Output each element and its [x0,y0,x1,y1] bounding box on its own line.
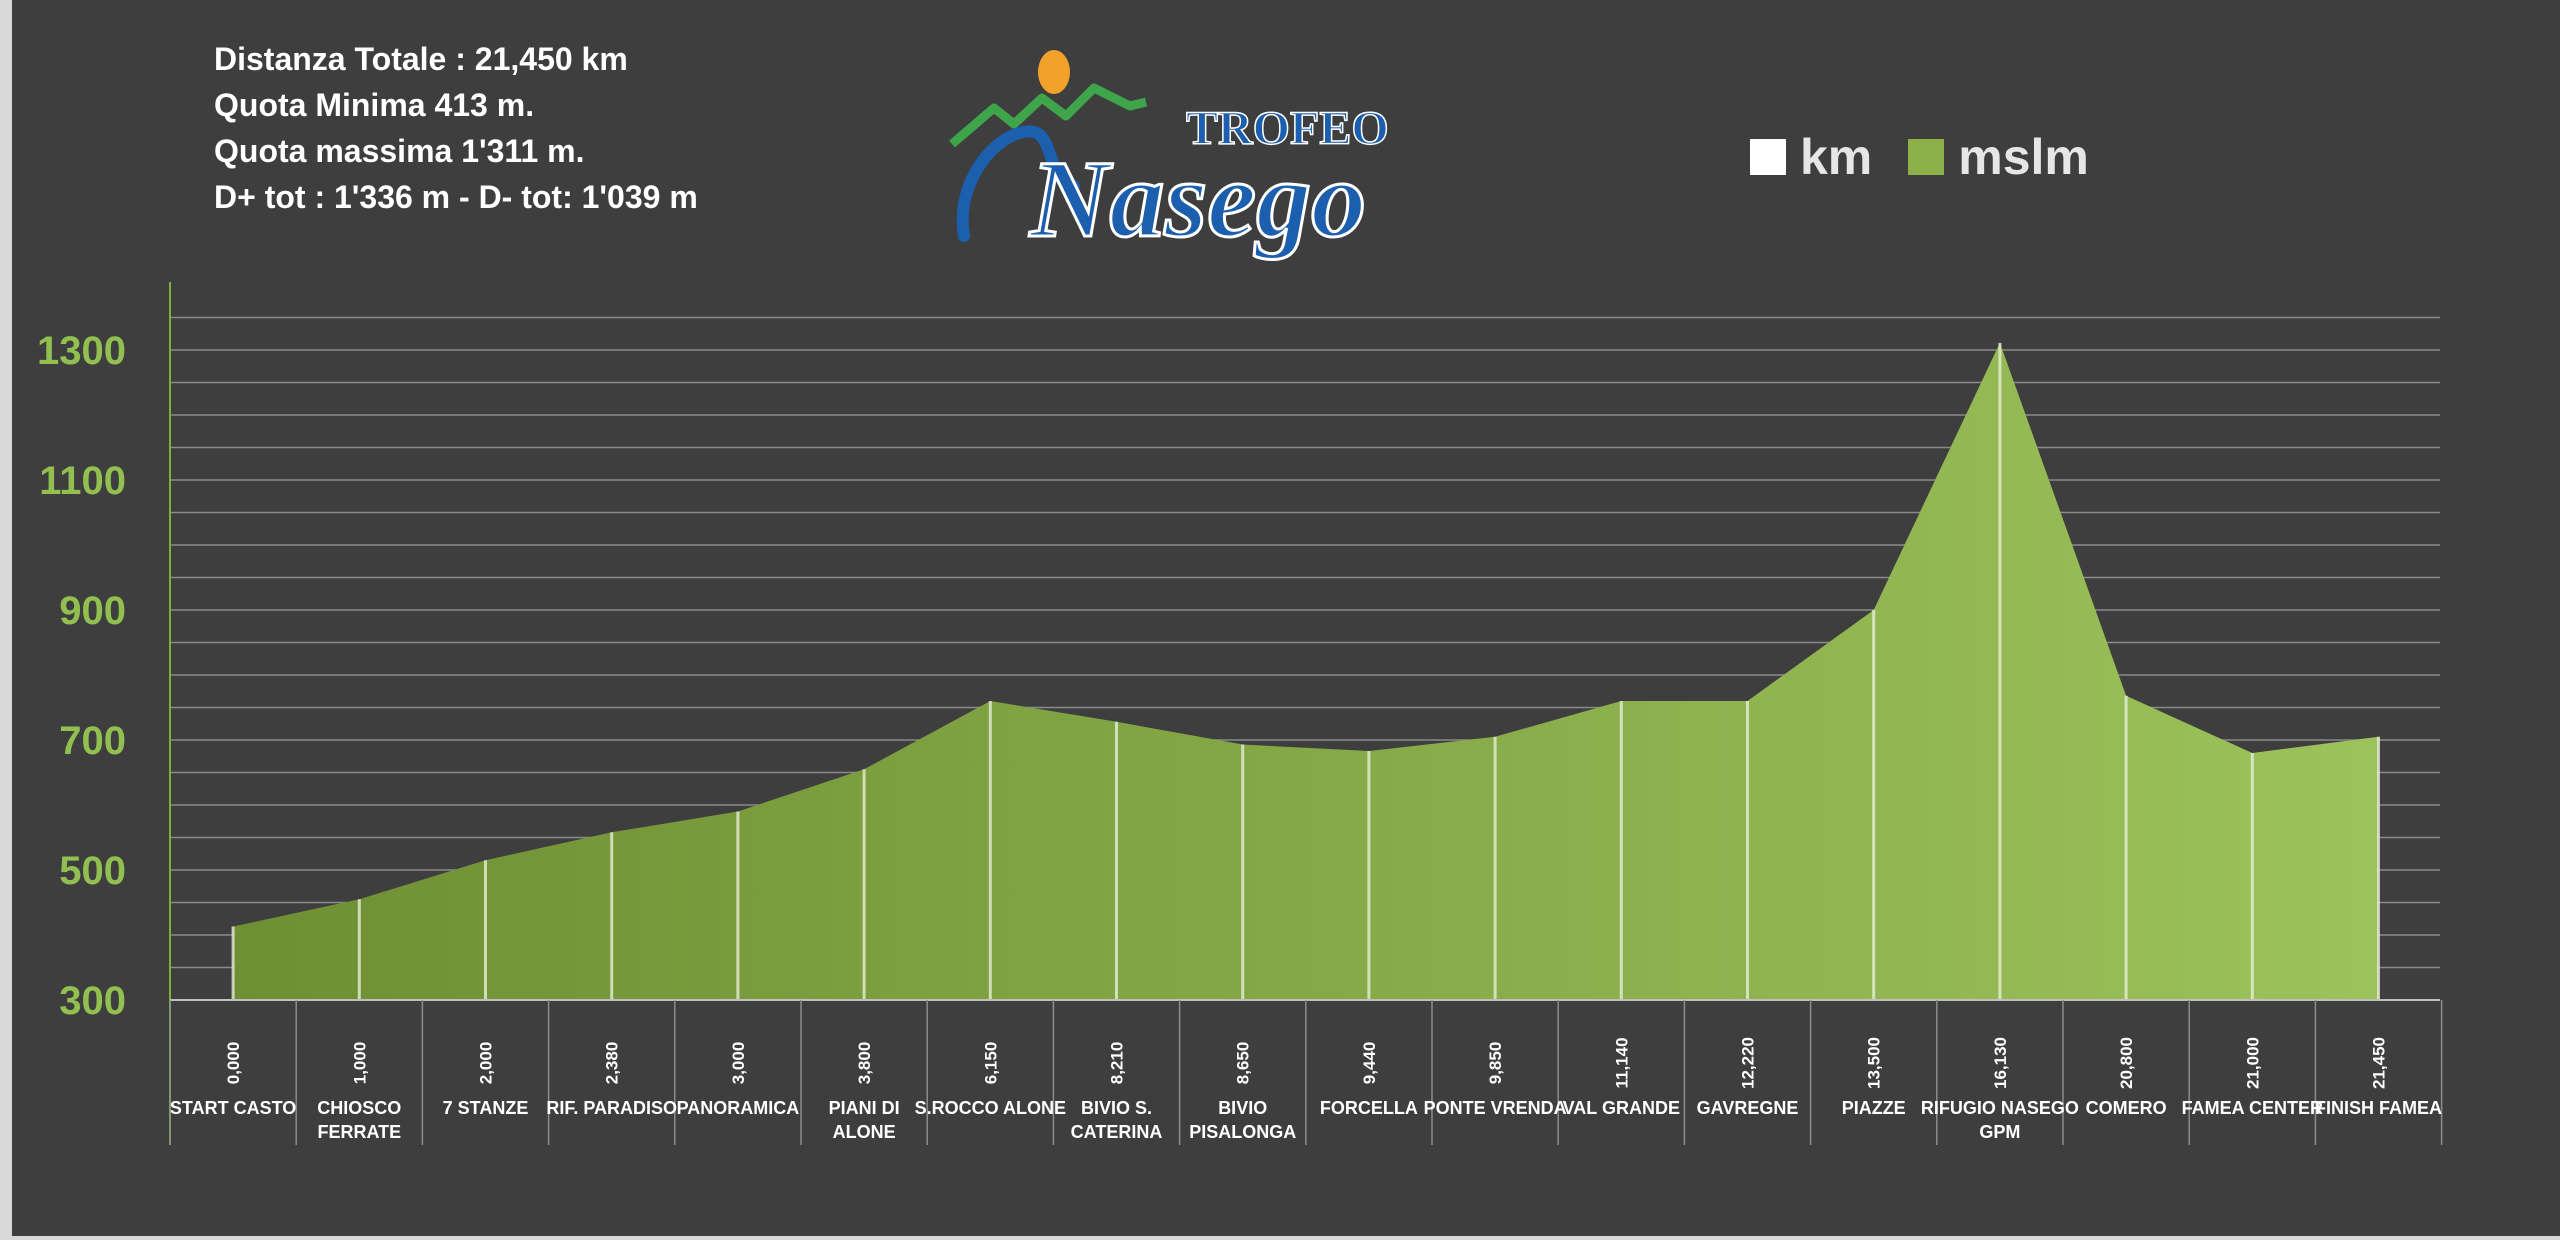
waypoint-name-label: BIVIO S. CATERINA [1071,1098,1163,1142]
stat-min-altitude: Quota Minima 413 m. [214,87,535,123]
waypoint-name-label: COMERO [2086,1098,2167,1118]
waypoint-name-label: 7 STANZE [443,1098,529,1118]
stat-max-altitude: Quota massima 1'311 m. [214,133,585,169]
stat-total-distance: Distanza Totale : 21,450 km [214,41,628,77]
km-label: 20,800 [2117,1037,2136,1089]
km-label: 3,000 [729,1042,748,1085]
axes [169,282,2443,1145]
km-label: 12,220 [1739,1037,1758,1089]
y-tick-label: 1100 [39,459,126,503]
elevation-area [233,342,2379,1001]
legend-swatch-mslm [1908,139,1945,175]
waypoint-name-label: S.ROCCO ALONE [915,1098,1066,1118]
km-label: 9,440 [1360,1042,1379,1085]
km-label: 21,000 [2243,1037,2262,1089]
waypoint-name-label: START CASTO [170,1098,296,1118]
waypoint-markers [231,342,2380,1000]
waypoint-name-label: PIANI DI ALONE [829,1098,900,1142]
waypoint-name-label: GAVREGNE [1697,1098,1799,1118]
y-axis-labels: 300 500 700 900 1100 1300 [37,329,126,1023]
waypoint-name-label: FINISH FAMEA [2315,1098,2442,1118]
km-label: 21,450 [2370,1037,2389,1089]
chart-page: Distanza Totale : 21,450 km Quota Minima… [12,0,2560,1236]
km-label: 0,000 [224,1042,243,1085]
stat-elevation-gain: D+ tot : 1'336 m - D- tot: 1'039 m [214,179,698,215]
logo-text-trofeo: TROFEO [1186,102,1389,155]
trofeo-nasego-logo: TROFEO Nasego [934,36,1414,271]
legend-swatch-km [1750,139,1786,175]
legend-item-km: km [1750,128,1872,186]
waypoint-name-label: CHIOSCO FERRATE [317,1098,401,1142]
waypoint-name-label: PANORAMICA [677,1098,800,1118]
km-label: 8,210 [1108,1042,1127,1085]
waypoint-name-label: RIFUGIO NASEGO GPM [1921,1098,2079,1142]
y-tick-label: 500 [59,849,126,893]
y-tick-label: 1300 [37,329,126,373]
km-label: 2,000 [477,1042,496,1085]
logo-text-nasego: Nasego [1028,138,1366,260]
mountain-icon [949,83,1148,148]
waypoint-name-label: PONTE VRENDA [1424,1098,1567,1118]
km-label: 6,150 [981,1042,1000,1085]
area-mslm [233,342,2379,1001]
y-tick-label: 700 [59,719,126,763]
legend-label-km: km [1800,129,1873,185]
sun-icon [1038,50,1070,94]
legend-item-mslm: mslm [1908,128,2089,186]
legend-label-mslm: mslm [1958,129,2089,185]
waypoint-name-label: BIVIO PISALONGA [1189,1098,1296,1142]
waypoint-name-label: FAMEA CENTER [2182,1098,2323,1118]
logo-swoosh [956,125,1080,242]
y-tick-label: 900 [59,589,126,633]
km-label: 8,650 [1234,1042,1253,1085]
waypoint-name-label: VAL GRANDE [1563,1098,1680,1118]
km-label: 9,850 [1486,1042,1505,1085]
km-label: 2,380 [603,1042,622,1085]
logo-graphic: TROFEO Nasego [949,50,1389,262]
km-label: 16,130 [1991,1037,2010,1089]
km-label: 1,000 [350,1042,369,1085]
waypoint-name-label: PIAZZE [1842,1098,1906,1118]
km-label: 13,500 [1865,1037,1884,1089]
km-label: 11,140 [1612,1037,1631,1088]
race-stats: Distanza Totale : 21,450 km Quota Minima… [214,36,698,220]
waypoint-name-label: RIF. PARADISO [546,1098,677,1118]
x-axis-labels: 0,000 1,000 2,000 2,380 3,000 3,800 6,150 8,210… [170,1037,2442,1142]
chart-legend: km mslm [1750,128,2125,186]
y-tick-label: 300 [59,979,126,1023]
km-label: 3,800 [855,1042,874,1085]
waypoint-name-label: FORCELLA [1320,1098,1418,1118]
